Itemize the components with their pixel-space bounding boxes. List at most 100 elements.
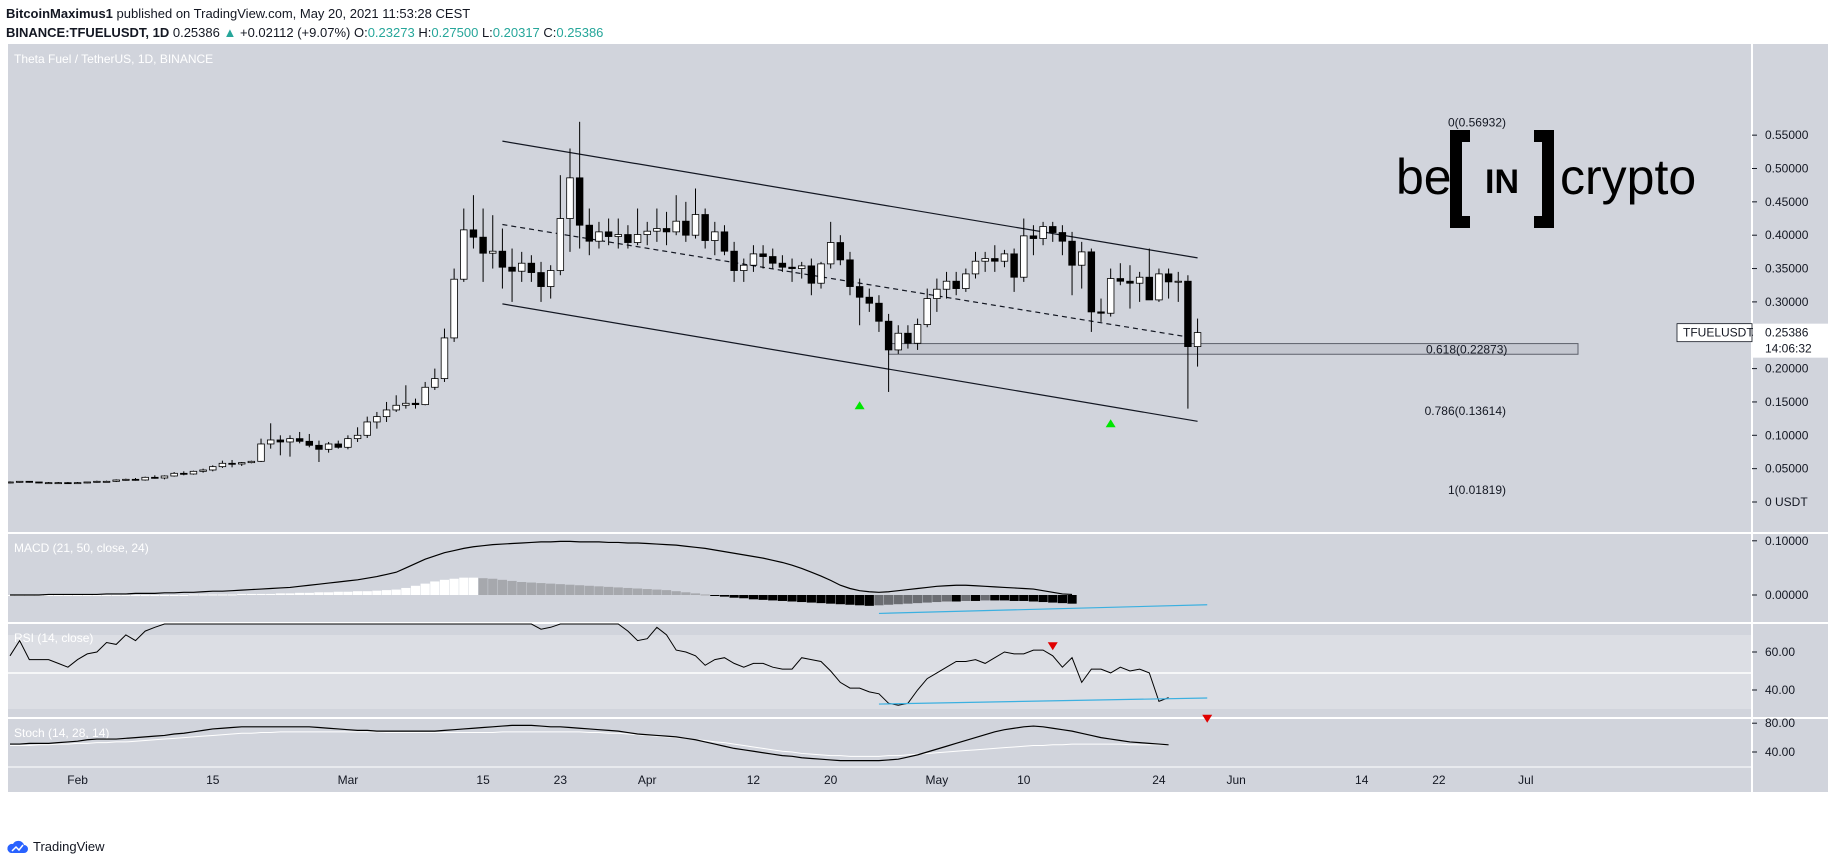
candle-body [1116,278,1125,282]
high-label: H: [418,25,432,40]
price-tag [1753,323,1828,358]
candle [460,208,468,282]
candle [701,208,709,249]
candle [788,258,796,282]
macd-histogram-bar [565,584,575,595]
candle [711,221,719,256]
macd-histogram-bar [256,593,266,595]
macd-histogram-bar [932,595,942,603]
candle [720,225,729,256]
candle [807,258,816,296]
candle-body [469,229,478,238]
macd-histogram-bar [275,593,285,595]
candle [25,480,34,483]
candle [83,481,91,484]
macd-histogram-bar [237,593,247,595]
price-tag-countdown: 14:06:32 [1765,342,1812,356]
candle-body [1068,240,1076,266]
candle-body [450,278,458,339]
macd-histogram-bar [488,578,498,595]
fib-level-label: 1(0.01819) [1448,483,1506,497]
price-tick-label: 0.55000 [1765,128,1809,142]
macd-histogram-bar [150,595,160,596]
candle [141,476,149,481]
candle-body [1087,251,1096,313]
macd-histogram-bar [304,592,314,595]
candle-body [8,481,14,484]
candle-body [25,480,34,483]
logo-bracket-right-icon [1534,130,1554,228]
candle-body [1126,280,1134,284]
macd-histogram-bar [101,595,112,596]
price-axis[interactable] [1753,44,1828,792]
candle-body [131,478,140,481]
candle-body [1020,235,1028,278]
price-tick-label: 0.45000 [1765,195,1809,209]
candle [971,251,980,279]
price-pane[interactable] [8,44,1751,532]
candle-body [1155,273,1163,301]
candle-body [1106,278,1115,314]
candle-body [93,480,101,483]
time-tick-label: Feb [67,773,88,787]
tradingview-footer[interactable]: TradingView [6,839,105,854]
author-name[interactable]: BitcoinMaximus1 [6,6,113,21]
candle [266,423,275,449]
macd-histogram-bar [739,595,749,599]
candle [189,470,198,475]
candle [1039,221,1047,246]
macd-histogram-bar [671,591,681,595]
macd-histogram-bar [478,578,488,595]
macd-histogram-bar [285,593,295,595]
candle-body [1029,235,1038,239]
time-tick-label: 22 [1432,773,1446,787]
candle-body [788,266,796,269]
candle-body [199,469,207,472]
logo-text-right: crypto [1560,149,1696,205]
candle-body [1058,232,1067,242]
macd-pane[interactable] [8,534,1751,622]
channel-lower-line [502,303,1198,422]
candle [315,440,323,462]
candle-body [817,263,825,284]
candle-body [1097,311,1105,314]
macd-histogram-bar [343,591,353,595]
candle-body [189,470,198,475]
candle [527,255,536,282]
candle [884,313,893,392]
macd-histogram-bar [884,595,894,605]
time-axis[interactable] [8,767,1751,792]
candle [469,195,478,249]
price-tick-label: 0.30000 [1765,295,1809,309]
candle-body [411,402,420,406]
time-tick-label: 12 [747,773,761,787]
stoch-tick-label: 40.00 [1765,745,1795,759]
candle [991,245,999,272]
tradingview-brand: TradingView [33,839,105,854]
candle-body [112,479,120,482]
macd-histogram-bar [777,595,787,601]
candle [1193,318,1202,367]
candle [334,440,342,449]
time-tick-label: 23 [554,773,568,787]
candle [373,411,381,429]
candle-body [392,404,400,411]
publish-line: BitcoinMaximus1 published on TradingView… [6,4,1006,23]
time-tick-label: 15 [476,773,490,787]
candle [904,325,912,349]
candle-body [672,220,680,233]
macd-histogram-bar [816,595,826,604]
candle [575,121,584,249]
candle [537,261,545,302]
candle-body [546,270,555,287]
macd-histogram-bar [381,590,392,595]
macd-histogram-bar [681,592,691,595]
candle [402,385,410,409]
candle [653,208,661,242]
candle [93,480,101,483]
low-value: 0.20317 [492,25,540,40]
macd-histogram-bar [893,595,903,605]
tradingview-chart[interactable]: Theta Fuel / TetherUS, 1D, BINANCE MACD … [0,44,1828,837]
price-tick-label: 0.10000 [1765,428,1809,442]
candle-body [295,438,304,442]
